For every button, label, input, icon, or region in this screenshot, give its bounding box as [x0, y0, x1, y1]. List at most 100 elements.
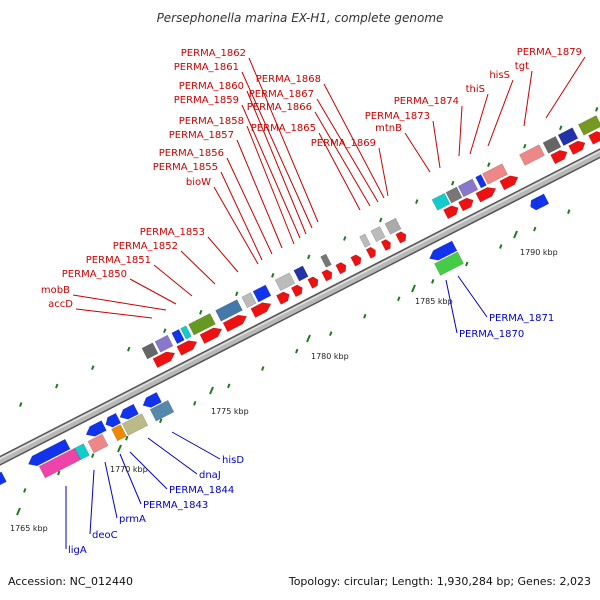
- gene-feature[interactable]: [427, 240, 458, 264]
- gene-label[interactable]: PERMA_1871: [489, 313, 554, 324]
- scale-tick: [343, 236, 347, 241]
- gene-label[interactable]: thiS: [466, 84, 485, 95]
- gene-feature[interactable]: [222, 312, 249, 333]
- gene-label[interactable]: bioW: [186, 177, 211, 188]
- gene-feature[interactable]: [117, 403, 139, 422]
- gene-label[interactable]: hisD: [222, 455, 244, 466]
- gene-label[interactable]: PERMA_1850: [62, 269, 127, 280]
- gene-feature[interactable]: [457, 178, 479, 198]
- gene-feature[interactable]: [0, 471, 7, 491]
- gene-label[interactable]: prmA: [119, 514, 146, 525]
- gene-label[interactable]: PERMA_1874: [394, 96, 459, 107]
- gene-feature[interactable]: [499, 173, 521, 191]
- label-leader: [316, 98, 379, 203]
- gene-feature[interactable]: [550, 148, 570, 165]
- scale-tick: [363, 313, 367, 319]
- gene-label[interactable]: PERMA_1873: [365, 111, 430, 122]
- gene-label[interactable]: ligA: [68, 545, 87, 556]
- gene-label[interactable]: PERMA_1879: [517, 47, 582, 58]
- gene-label[interactable]: PERMA_1858: [179, 116, 244, 127]
- gene-feature[interactable]: [188, 313, 216, 336]
- gene-feature[interactable]: [149, 400, 175, 422]
- gene-label[interactable]: dnaJ: [199, 470, 221, 481]
- gene-feature[interactable]: [365, 246, 378, 259]
- gene-feature[interactable]: [568, 138, 588, 155]
- gene-feature[interactable]: [171, 329, 185, 345]
- genome-backbone: [0, 148, 600, 466]
- gene-feature[interactable]: [578, 115, 600, 136]
- gene-label[interactable]: PERMA_1851: [86, 255, 151, 266]
- gene-feature[interactable]: [370, 226, 386, 242]
- gene-label[interactable]: hisS: [489, 70, 510, 81]
- gene-feature[interactable]: [431, 192, 451, 211]
- gene-label[interactable]: accD: [48, 299, 73, 310]
- gene-label[interactable]: PERMA_1869: [311, 138, 376, 149]
- gene-label[interactable]: PERMA_1867: [249, 89, 314, 100]
- scale-label: 1765 kbp: [10, 524, 48, 533]
- gene-feature[interactable]: [434, 251, 464, 276]
- gene-feature[interactable]: [482, 163, 508, 185]
- gene-feature[interactable]: [519, 144, 545, 166]
- gene-feature[interactable]: [250, 299, 273, 318]
- gene-label[interactable]: tgt: [515, 61, 529, 72]
- gene-feature[interactable]: [320, 253, 332, 268]
- gene-label[interactable]: PERMA_1855: [153, 162, 218, 173]
- gene-feature[interactable]: [443, 203, 460, 220]
- gene-feature[interactable]: [87, 433, 109, 454]
- gene-feature[interactable]: [458, 196, 475, 212]
- gene-feature[interactable]: [475, 174, 487, 189]
- gene-feature[interactable]: [445, 186, 463, 204]
- gene-feature[interactable]: [276, 290, 291, 305]
- gene-feature[interactable]: [241, 292, 257, 309]
- gene-feature[interactable]: [475, 184, 498, 203]
- gene-label[interactable]: PERMA_1856: [159, 148, 224, 159]
- gene-feature[interactable]: [252, 284, 272, 303]
- gene-label[interactable]: mtnB: [375, 123, 402, 134]
- gene-feature[interactable]: [176, 337, 199, 356]
- gene-feature[interactable]: [154, 334, 174, 353]
- gene-feature[interactable]: [350, 253, 364, 267]
- gene-feature[interactable]: [26, 438, 71, 469]
- gene-label[interactable]: PERMA_1853: [140, 227, 205, 238]
- gene-feature[interactable]: [199, 325, 224, 344]
- gene-feature[interactable]: [533, 193, 550, 209]
- label-leader: [318, 132, 361, 211]
- gene-feature[interactable]: [141, 342, 159, 360]
- gene-feature[interactable]: [557, 127, 579, 146]
- gene-feature[interactable]: [335, 261, 349, 275]
- gene-feature[interactable]: [395, 230, 409, 244]
- gene-feature[interactable]: [542, 135, 562, 154]
- gene-label[interactable]: deoC: [92, 530, 118, 541]
- gene-label[interactable]: PERMA_1859: [174, 95, 239, 106]
- gene-feature[interactable]: [274, 272, 296, 292]
- gene-label[interactable]: PERMA_1862: [181, 48, 246, 59]
- gene-feature[interactable]: [359, 233, 371, 248]
- gene-feature[interactable]: [103, 412, 122, 429]
- gene-feature[interactable]: [152, 349, 177, 368]
- gene-feature[interactable]: [140, 392, 162, 410]
- gene-label[interactable]: PERMA_1843: [143, 500, 208, 511]
- gene-label[interactable]: PERMA_1860: [179, 81, 244, 92]
- gene-feature[interactable]: [307, 275, 321, 289]
- gene-feature[interactable]: [290, 283, 304, 298]
- gene-label[interactable]: PERMA_1844: [169, 485, 234, 496]
- gene-feature[interactable]: [111, 424, 127, 442]
- gene-label[interactable]: mobB: [41, 285, 70, 296]
- gene-feature[interactable]: [384, 217, 402, 235]
- gene-feature[interactable]: [180, 325, 192, 340]
- gene-label[interactable]: PERMA_1857: [169, 130, 234, 141]
- gene-label[interactable]: PERMA_1861: [174, 62, 239, 73]
- gene-feature[interactable]: [380, 238, 393, 252]
- scale-tick: [329, 331, 333, 336]
- gene-label[interactable]: PERMA_1868: [256, 74, 321, 85]
- gene-label[interactable]: PERMA_1870: [459, 329, 524, 340]
- gene-label[interactable]: PERMA_1865: [251, 123, 316, 134]
- gene-feature[interactable]: [121, 413, 149, 436]
- gene-feature[interactable]: [321, 268, 335, 282]
- gene-label[interactable]: PERMA_1866: [247, 102, 312, 113]
- gene-feature[interactable]: [215, 299, 243, 322]
- gene-feature[interactable]: [293, 265, 309, 282]
- gene-label[interactable]: PERMA_1852: [113, 241, 178, 252]
- gene-feature[interactable]: [84, 420, 107, 440]
- gene-feature[interactable]: [74, 443, 90, 461]
